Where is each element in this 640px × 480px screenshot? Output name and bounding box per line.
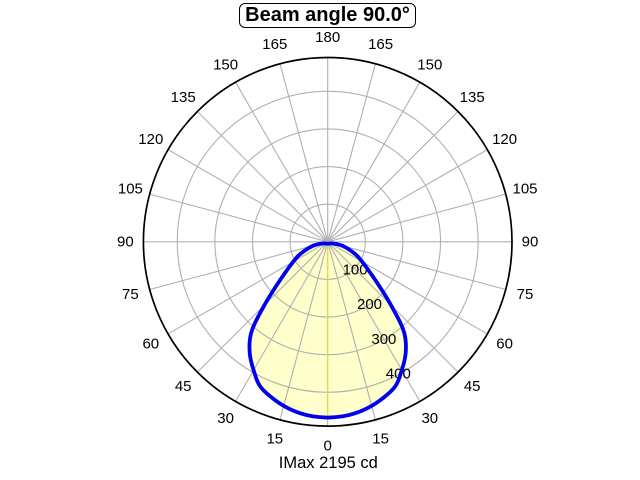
svg-text:150: 150 — [417, 56, 442, 73]
svg-text:165: 165 — [262, 36, 287, 53]
svg-text:75: 75 — [517, 286, 534, 303]
svg-text:30: 30 — [421, 410, 438, 427]
svg-text:150: 150 — [213, 56, 238, 73]
svg-text:75: 75 — [122, 286, 139, 303]
svg-text:45: 45 — [175, 378, 192, 395]
svg-text:90: 90 — [117, 233, 134, 250]
svg-text:180: 180 — [315, 29, 340, 46]
svg-text:30: 30 — [217, 410, 234, 427]
svg-text:165: 165 — [368, 36, 393, 53]
svg-text:45: 45 — [464, 378, 481, 395]
svg-text:120: 120 — [492, 131, 517, 148]
svg-text:100: 100 — [343, 261, 368, 278]
svg-text:135: 135 — [460, 89, 485, 106]
svg-text:60: 60 — [142, 336, 159, 353]
svg-text:105: 105 — [512, 180, 537, 197]
svg-text:300: 300 — [371, 331, 396, 348]
svg-text:15: 15 — [372, 431, 389, 448]
svg-text:0: 0 — [324, 438, 332, 455]
svg-text:135: 135 — [171, 89, 196, 106]
svg-text:15: 15 — [266, 431, 283, 448]
svg-text:120: 120 — [138, 131, 163, 148]
svg-text:IMax 2195 cd: IMax 2195 cd — [279, 454, 378, 472]
svg-text:90: 90 — [522, 233, 539, 250]
svg-text:400: 400 — [386, 366, 411, 383]
svg-text:200: 200 — [357, 296, 382, 313]
svg-text:105: 105 — [118, 180, 143, 197]
svg-text:60: 60 — [496, 336, 513, 353]
